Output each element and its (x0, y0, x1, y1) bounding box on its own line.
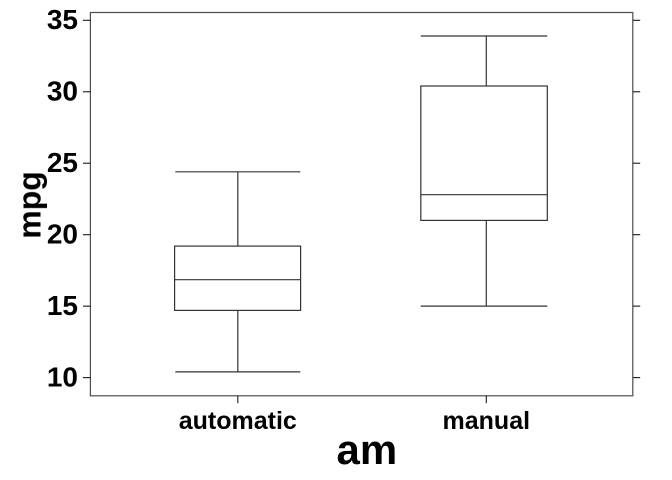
svg-text:30: 30 (47, 76, 78, 107)
svg-text:automatic: automatic (179, 407, 297, 435)
svg-text:10: 10 (47, 362, 78, 393)
svg-text:15: 15 (47, 290, 78, 321)
svg-text:20: 20 (47, 219, 78, 250)
svg-text:25: 25 (47, 147, 78, 178)
svg-text:am: am (336, 426, 397, 473)
svg-text:manual: manual (443, 407, 531, 435)
svg-text:35: 35 (47, 4, 78, 35)
